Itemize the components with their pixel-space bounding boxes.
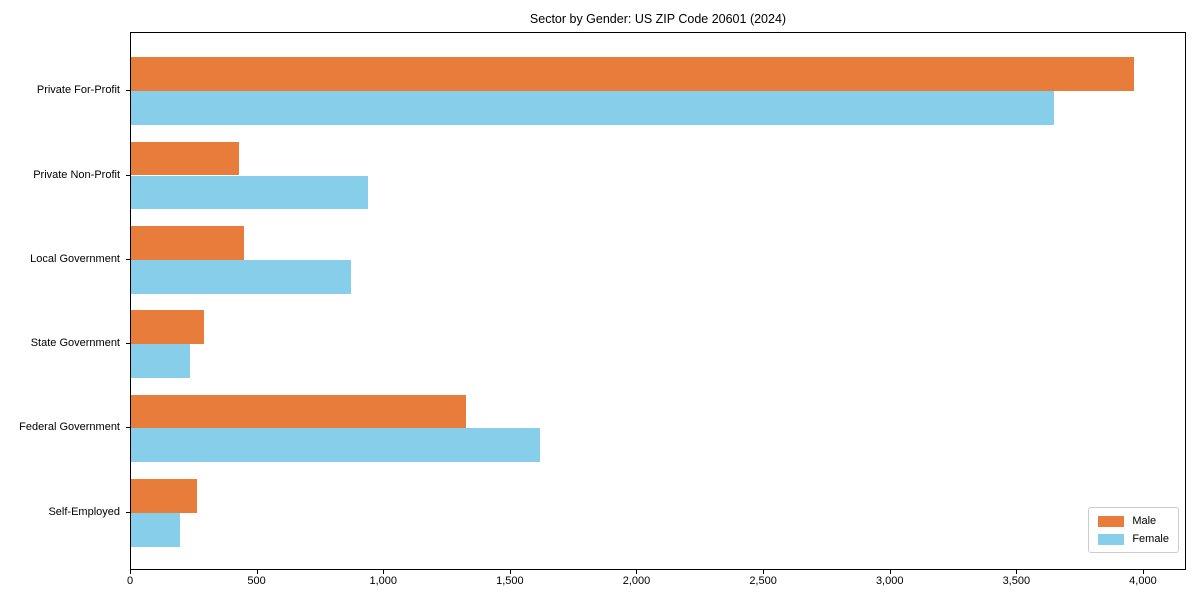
x-tick-label-1-000: 1,000 <box>369 575 397 587</box>
bar-female-federal-government <box>131 428 540 463</box>
bar-male-self-employed <box>131 479 197 513</box>
y-tick-label-self-employed: Self-Employed <box>48 505 120 518</box>
x-tick-mark-2-500 <box>763 570 765 574</box>
y-tick-mark-local-government <box>126 258 130 260</box>
x-tick-label-4-000: 4,000 <box>1129 575 1157 587</box>
y-tick-label-private-for-profit: Private For-Profit <box>36 84 120 97</box>
legend: Male Female <box>1088 507 1179 553</box>
bar-female-state-government <box>131 344 190 378</box>
bar-female-private-non-profit <box>131 175 368 210</box>
y-tick-label-federal-government: Federal Government <box>19 421 120 434</box>
y-tick-label-private-non-profit: Private Non-Profit <box>33 168 120 181</box>
x-tick-mark-4-000 <box>1142 570 1144 574</box>
x-tick-label-0: 0 <box>126 575 134 587</box>
y-tick-mark-private-non-profit <box>126 174 130 176</box>
x-tick-mark-500 <box>256 570 258 574</box>
x-tick-mark-1-500 <box>509 570 511 574</box>
y-tick-mark-state-government <box>126 343 130 345</box>
bar-male-private-for-profit <box>131 57 1135 92</box>
x-tick-mark-2-000 <box>636 570 638 574</box>
x-tick-label-3-500: 3,500 <box>1002 575 1031 587</box>
legend-swatch-male <box>1098 515 1125 527</box>
legend-entry-female: Female <box>1098 533 1169 545</box>
bar-male-local-government <box>131 226 244 260</box>
plot-area: Male Female <box>130 32 1186 570</box>
x-tick-label-2-000: 2,000 <box>622 575 651 587</box>
legend-entry-male: Male <box>1098 515 1169 527</box>
bar-female-self-employed <box>131 512 181 547</box>
x-tick-label-500: 500 <box>247 575 266 587</box>
bar-male-state-government <box>131 310 205 345</box>
y-tick-label-state-government: State Government <box>30 337 120 350</box>
bars-layer <box>131 33 1185 569</box>
x-tick-mark-3-000 <box>889 570 891 574</box>
x-tick-mark-1-000 <box>383 570 385 574</box>
bar-male-private-non-profit <box>131 141 239 176</box>
y-tick-mark-self-employed <box>126 511 130 513</box>
x-tick-label-1-500: 1,500 <box>496 575 524 587</box>
legend-label-female: Female <box>1132 533 1169 545</box>
y-tick-label-local-government: Local Government <box>30 252 120 265</box>
x-tick-label-2-500: 2,500 <box>749 575 777 587</box>
x-tick-mark-0 <box>130 570 131 574</box>
bar-male-federal-government <box>131 394 466 429</box>
x-tick-label-3-000: 3,000 <box>875 575 904 587</box>
legend-swatch-female <box>1098 533 1125 545</box>
legend-label-male: Male <box>1132 515 1157 527</box>
y-tick-mark-private-for-profit <box>126 90 130 92</box>
y-tick-mark-federal-government <box>126 427 130 429</box>
x-tick-mark-3-500 <box>1016 570 1018 574</box>
bar-female-local-government <box>131 259 351 294</box>
bar-female-private-for-profit <box>131 91 1054 125</box>
chart-title: Sector by Gender: US ZIP Code 20601 (202… <box>529 12 787 26</box>
